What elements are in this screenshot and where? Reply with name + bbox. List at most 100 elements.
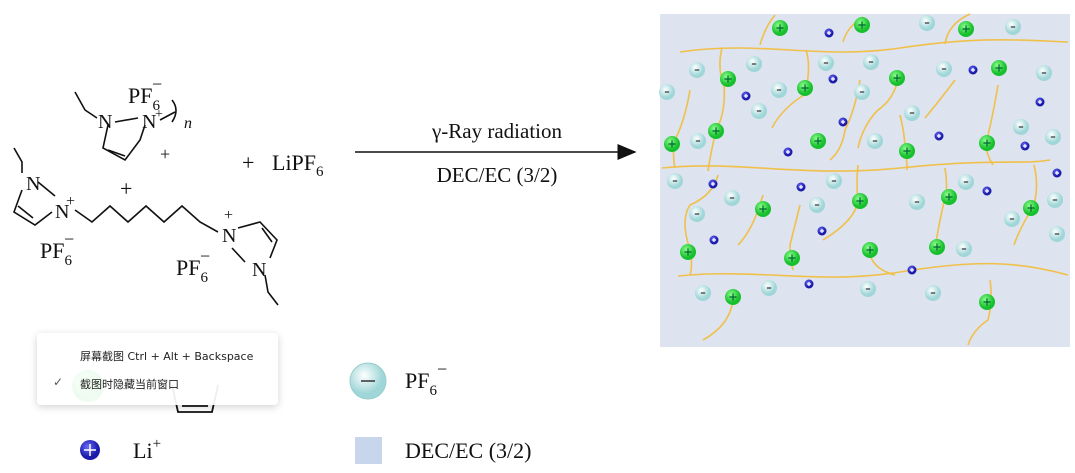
anion-pf6 — [1036, 65, 1052, 81]
crosslinker-structure — [13, 147, 279, 306]
li-ion — [817, 226, 827, 236]
li-ion — [838, 117, 848, 127]
polymer-chain — [985, 84, 999, 166]
anion-pf6 — [751, 103, 767, 119]
polymer-chain — [684, 174, 719, 276]
cation-green — [810, 133, 826, 149]
atom-n: N — [142, 111, 156, 133]
anion-pf6 — [1045, 129, 1061, 145]
li-ion — [1020, 141, 1030, 151]
anion-pf6 — [818, 55, 834, 71]
anion-pf6 — [689, 62, 705, 78]
polymer-chains — [661, 13, 1069, 346]
anion-pf6 — [724, 190, 740, 206]
cation-green — [941, 189, 957, 205]
li-ion — [828, 74, 838, 84]
arrow-top-label: γ-Ray radiation — [431, 119, 562, 143]
anion-pf6 — [690, 133, 706, 149]
salt-label: LiPF6 — [272, 150, 324, 180]
anion-label: PF6− — [176, 246, 210, 286]
li-ion — [708, 179, 718, 189]
li-ion — [783, 147, 793, 157]
cation-green — [979, 294, 995, 310]
legend-solvent-swatch — [355, 437, 382, 464]
polymer-chain — [737, 194, 764, 246]
anion-pf6 — [919, 15, 935, 31]
imidazolium-monomer-polymer — [74, 91, 177, 162]
cation-green — [889, 70, 905, 86]
menu-item-screenshot[interactable]: 屏幕截图 Ctrl + Alt + Backspace — [80, 350, 254, 363]
anion-pf6 — [1049, 226, 1065, 242]
li-ion — [982, 186, 992, 196]
cation-green — [979, 135, 995, 151]
polymer-chain — [857, 79, 899, 149]
li-ion — [796, 182, 806, 192]
polymer-chain — [924, 79, 956, 119]
repeat-index: n — [184, 115, 192, 132]
plus-sign: + — [120, 176, 132, 201]
anion-pf6 — [925, 285, 941, 301]
cation-green — [725, 289, 741, 305]
li-ion — [741, 91, 751, 101]
anion-pf6 — [826, 173, 842, 189]
polymer-chain — [679, 38, 1069, 53]
anion-pf6 — [1005, 19, 1021, 35]
menu-item-hide-window[interactable]: 截图时隐藏当前窗口 — [80, 378, 179, 391]
li-ion — [804, 279, 814, 289]
cation-green — [772, 20, 788, 36]
screenshot-context-menu: 屏幕截图 Ctrl + Alt + Backspace ✓ 截图时隐藏当前窗口 — [37, 333, 278, 405]
anion-pf6 — [667, 173, 683, 189]
charge: + — [66, 193, 75, 210]
checkmark-icon: ✓ — [53, 375, 64, 389]
atom-n: N — [55, 201, 69, 223]
plus-sign: + — [242, 150, 254, 175]
anion-pf6 — [689, 206, 705, 222]
li-ion — [968, 65, 978, 75]
anion-pf6 — [1047, 192, 1063, 208]
cation-green — [708, 123, 724, 139]
anion-pf6 — [867, 133, 883, 149]
anion-pf6 — [904, 105, 920, 121]
cation-green — [664, 136, 680, 152]
cation-green — [991, 60, 1007, 76]
anion-label: PF6− — [40, 229, 74, 269]
cation-green — [854, 17, 870, 33]
atom-n: N — [26, 173, 40, 195]
anion-pf6 — [860, 281, 876, 297]
anion-pf6 — [761, 280, 777, 296]
anion-pf6 — [958, 174, 974, 190]
anion-label: PF6− — [128, 74, 162, 114]
li-ion — [824, 28, 834, 38]
li-ion — [709, 235, 719, 245]
atom-n: N — [252, 259, 266, 281]
cation-green — [784, 250, 800, 266]
anion-pf6 — [854, 84, 870, 100]
anion-pf6 — [809, 197, 825, 213]
anion-pf6 — [695, 285, 711, 301]
legend-anion-label: PF6− — [405, 359, 447, 399]
cation-green — [852, 193, 868, 209]
cation-green — [1023, 200, 1039, 216]
ions — [659, 15, 1065, 310]
charge: + — [155, 107, 163, 122]
cation-green — [755, 201, 771, 217]
anion-pf6 — [659, 84, 675, 100]
anion-pf6 — [771, 82, 787, 98]
atom-n: N — [98, 111, 112, 133]
li-ion — [934, 131, 944, 141]
anion-pf6 — [909, 194, 925, 210]
legend-li-label: Li+ — [133, 436, 161, 463]
polymer-chain — [707, 47, 726, 172]
polymer-chain — [759, 14, 776, 46]
cation-green — [929, 239, 945, 255]
anion-pf6 — [863, 54, 879, 70]
legend-solvent-label: DEC/EC (3/2) — [405, 438, 532, 463]
cation-green — [680, 244, 696, 260]
anion-pf6 — [746, 56, 762, 72]
polymer-chain — [967, 279, 992, 346]
anion-pf6 — [1004, 211, 1020, 227]
polymer-chain — [661, 159, 1051, 172]
gel-electrolyte-panel — [659, 13, 1070, 347]
cation-green — [862, 242, 878, 258]
